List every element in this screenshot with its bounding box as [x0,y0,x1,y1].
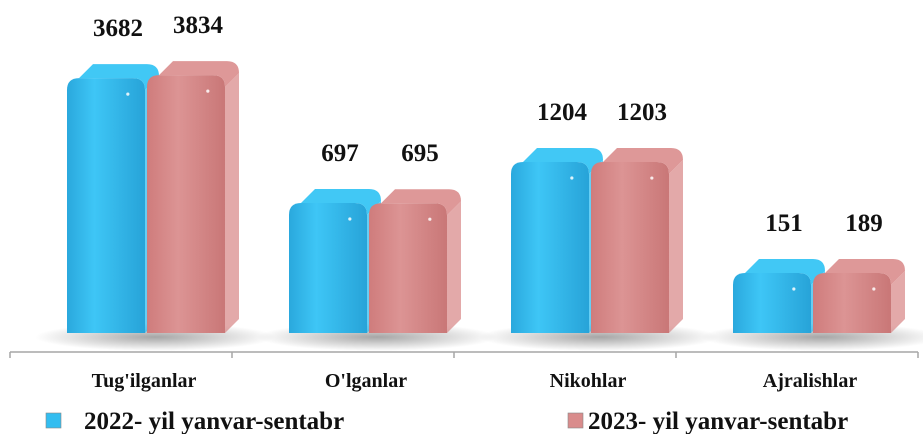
value-label-1-4: 151 [765,210,803,237]
category-label-4: Ajralishlar [763,370,858,392]
legend-swatch-1 [45,412,62,429]
category-label-1: Tug'ilganlar [92,370,197,392]
bar-2-2 [369,189,461,333]
value-label-2-3: 1203 [617,99,667,126]
value-label-2-1: 3834 [173,12,224,39]
bars [67,61,905,333]
bar-1-1 [67,64,159,333]
value-label-1-2: 697 [321,140,359,167]
category-label-3: Nikohlar [550,370,627,392]
legend-item-2: 2023- yil yanvar-sentabr [567,408,848,434]
bar-2-3 [591,148,683,333]
value-labels: 3682 697 1204 151 3834 695 1203 189 [93,12,883,237]
value-label-2-4: 189 [845,210,883,237]
bar-2-1 [147,61,239,333]
category-label-2: O'lganlar [325,370,407,392]
bar-2-4 [813,259,905,333]
value-label-1-3: 1204 [537,99,588,126]
x-axis: Tug'ilganlar O'lganlar Nikohlar Ajralishlar [9,351,919,392]
value-label-2-2: 695 [401,140,439,167]
bar-1-4 [733,259,825,333]
legend-item-1: 2022- yil yanvar-sentabr [45,408,344,434]
legend: 2022- yil yanvar-sentabr 2023- yil yanvar… [45,408,848,434]
legend-label-2: 2023- yil yanvar-sentabr [588,408,848,434]
value-label-1-1: 3682 [93,15,143,42]
legend-label-1: 2022- yil yanvar-sentabr [84,408,344,434]
bar-1-2 [289,188,381,333]
bar-1-3 [511,147,603,333]
legend-swatch-2 [567,412,584,429]
